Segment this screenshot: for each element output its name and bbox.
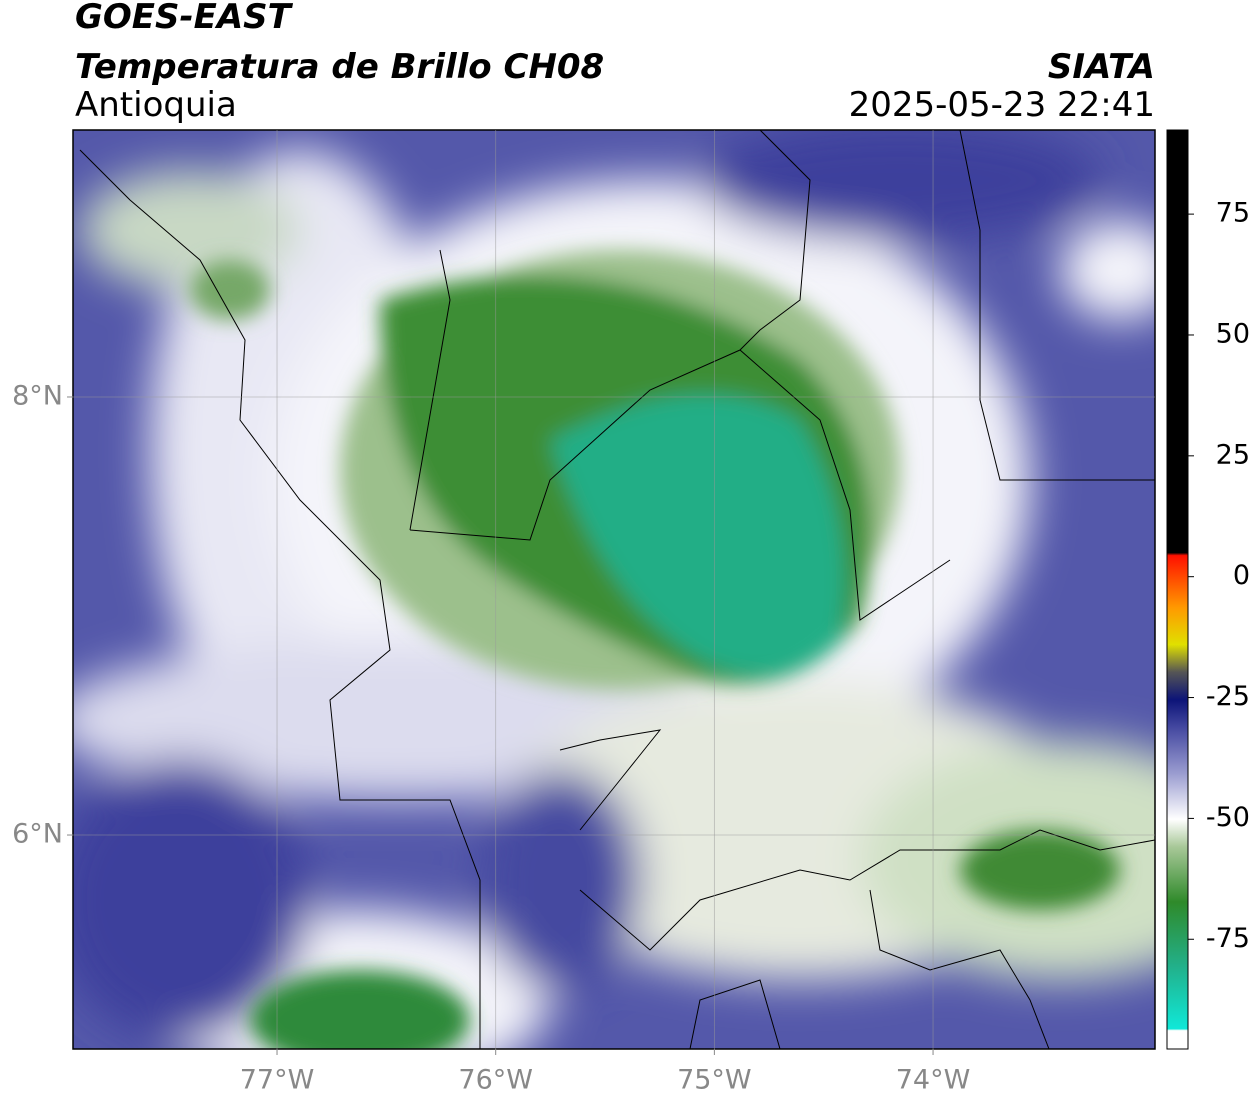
colorbar-tick-label: 0 <box>1233 560 1250 591</box>
datetime: 2025-05-23 22:41 <box>849 85 1155 125</box>
y-tick-label: 6°N <box>12 819 63 850</box>
colorbar-tick-label: 50 <box>1216 318 1250 349</box>
title: GOES-EAST <box>75 0 294 37</box>
colorbar-tick-label: 25 <box>1216 439 1250 470</box>
colorbar-tick-label: -75 <box>1206 923 1250 954</box>
satellite-image <box>73 130 1155 1049</box>
y-tick-label: 8°N <box>12 380 63 411</box>
subtitle: Temperatura de Brillo CH08 <box>75 47 604 87</box>
x-tick-label: 74°W <box>896 1065 971 1096</box>
x-tick-label: 76°W <box>458 1065 533 1096</box>
map-frame <box>72 129 1156 1050</box>
region: Antioquia <box>75 85 237 125</box>
source: SIATA <box>1048 47 1155 87</box>
x-tick-label: 75°W <box>677 1065 752 1096</box>
colorbar-tick-label: -25 <box>1206 681 1250 712</box>
x-tick-label: 77°W <box>240 1065 315 1096</box>
colorbar <box>1166 129 1189 1050</box>
colorbar-tick-label: 75 <box>1216 198 1250 229</box>
colorbar-tick-label: -50 <box>1206 802 1250 833</box>
